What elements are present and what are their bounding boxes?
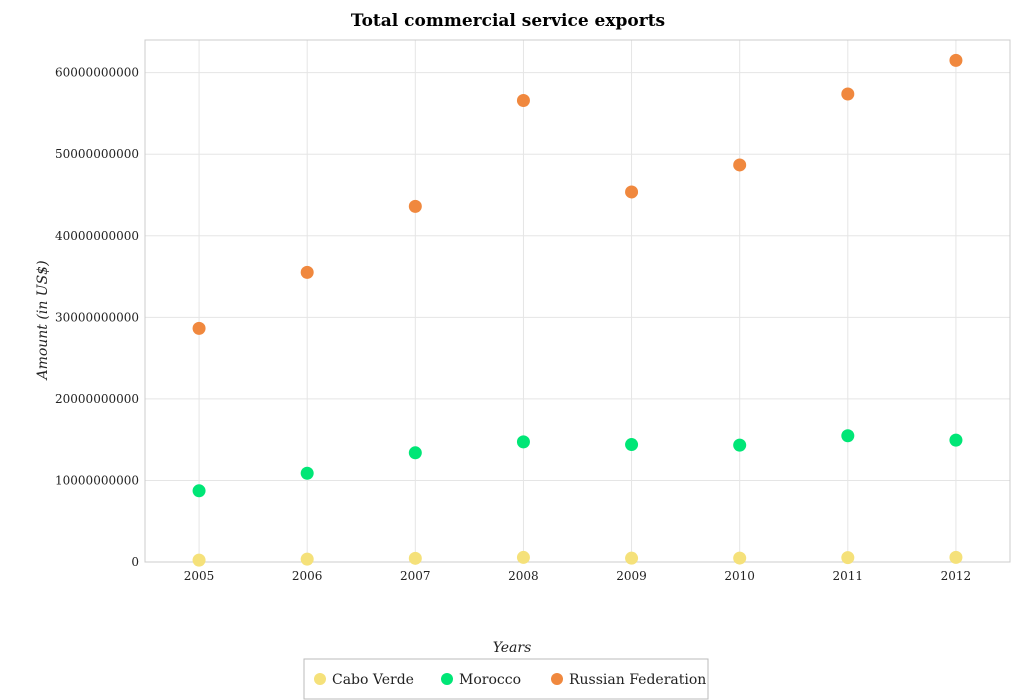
data-point-morocco bbox=[517, 435, 530, 448]
legend-marker bbox=[441, 673, 453, 685]
x-axis-label: Years bbox=[493, 640, 532, 656]
x-tick-label: 2005 bbox=[184, 569, 215, 583]
data-points bbox=[193, 54, 963, 567]
data-point-cabo-verde bbox=[301, 553, 314, 566]
data-point-morocco bbox=[733, 439, 746, 452]
data-point-cabo-verde bbox=[949, 551, 962, 564]
y-tick-label: 60000000000 bbox=[55, 66, 139, 80]
data-point-morocco bbox=[409, 446, 422, 459]
y-tick-label: 30000000000 bbox=[55, 310, 139, 324]
y-tick-label: 10000000000 bbox=[55, 473, 139, 487]
y-tick-label: 50000000000 bbox=[55, 147, 139, 161]
x-axis-ticks: 2005 2006 2007 2008 2009 2010 2011 2012 bbox=[184, 569, 971, 583]
y-axis-ticks: 0 10000000000 20000000000 30000000000 400000… bbox=[55, 66, 139, 569]
x-tick-label: 2006 bbox=[292, 569, 323, 583]
grid bbox=[145, 40, 1010, 562]
chart-title: Total commercial service exports bbox=[351, 11, 665, 31]
data-point-russian-federation bbox=[517, 94, 530, 107]
x-tick-label: 2010 bbox=[724, 569, 755, 583]
data-point-russian-federation bbox=[625, 185, 638, 198]
y-tick-label: 40000000000 bbox=[55, 229, 139, 243]
data-point-cabo-verde bbox=[517, 551, 530, 564]
x-tick-label: 2011 bbox=[833, 569, 864, 583]
data-point-cabo-verde bbox=[409, 552, 422, 565]
legend-label: Cabo Verde bbox=[332, 672, 414, 688]
data-point-cabo-verde bbox=[193, 554, 206, 567]
data-point-russian-federation bbox=[409, 200, 422, 213]
data-point-morocco bbox=[625, 438, 638, 451]
y-axis-label: Amount (in US$) bbox=[35, 260, 51, 381]
legend-label: Russian Federation bbox=[569, 672, 706, 688]
plot-area bbox=[145, 40, 1010, 562]
data-point-morocco bbox=[301, 467, 314, 480]
data-point-morocco bbox=[841, 429, 854, 442]
x-tick-label: 2012 bbox=[941, 569, 972, 583]
data-point-cabo-verde bbox=[625, 552, 638, 565]
data-point-russian-federation bbox=[733, 158, 746, 171]
data-point-cabo-verde bbox=[841, 551, 854, 564]
data-point-russian-federation bbox=[841, 87, 854, 100]
x-tick-label: 2007 bbox=[400, 569, 431, 583]
x-tick-label: 2008 bbox=[508, 569, 539, 583]
data-point-russian-federation bbox=[301, 266, 314, 279]
data-point-russian-federation bbox=[193, 322, 206, 335]
data-point-cabo-verde bbox=[733, 552, 746, 565]
legend-marker bbox=[551, 673, 563, 685]
data-point-russian-federation bbox=[949, 54, 962, 67]
data-point-morocco bbox=[193, 484, 206, 497]
x-tick-label: 2009 bbox=[616, 569, 647, 583]
y-tick-label: 0 bbox=[131, 555, 139, 569]
y-tick-label: 20000000000 bbox=[55, 392, 139, 406]
legend-label: Morocco bbox=[459, 672, 521, 688]
legend-marker bbox=[314, 673, 326, 685]
legend: Cabo Verde Morocco Russian Federation bbox=[304, 659, 708, 699]
data-point-morocco bbox=[949, 434, 962, 447]
